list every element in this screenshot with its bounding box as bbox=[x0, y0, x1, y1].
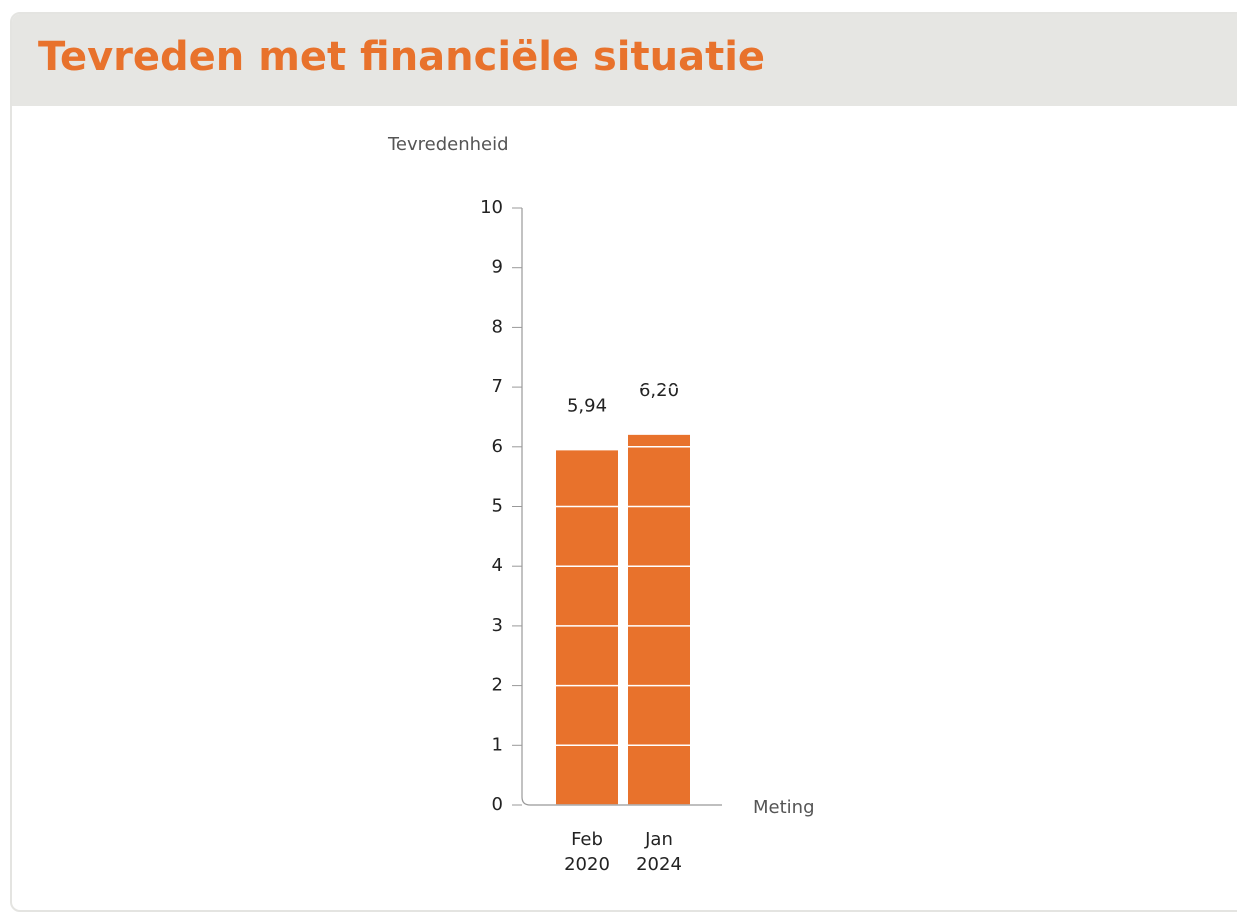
y-tick-label: 6 bbox=[492, 436, 503, 457]
chart-title: Tevreden met financiële situatie bbox=[38, 34, 766, 80]
y-tick-label: 1 bbox=[492, 734, 503, 755]
y-axis-label: Tevredenheid bbox=[387, 134, 509, 155]
y-tick-label: 4 bbox=[492, 555, 503, 576]
card: Tevreden met financiële situatie bbox=[10, 12, 1237, 912]
y-tick-label: 3 bbox=[492, 615, 503, 636]
y-tick-label: 9 bbox=[492, 257, 503, 278]
y-tick-label: 10 bbox=[480, 197, 503, 218]
x-tick-label: Jan 2024 bbox=[636, 829, 682, 875]
y-tick-label: 2 bbox=[492, 675, 503, 696]
y-tick-label: 5 bbox=[492, 496, 503, 517]
x-axis-label: Meting bbox=[753, 797, 815, 818]
data-label: 6,20 bbox=[639, 380, 679, 401]
card-header bbox=[12, 14, 1237, 106]
y-tick-label: 0 bbox=[492, 794, 503, 815]
bar bbox=[556, 450, 618, 805]
axis-line bbox=[521, 208, 722, 806]
y-tick-label: 7 bbox=[492, 376, 503, 397]
data-label: 5,94 bbox=[567, 395, 607, 416]
y-tick-label: 8 bbox=[492, 316, 503, 337]
x-tick-label: Feb 2020 bbox=[564, 829, 610, 875]
bar bbox=[628, 434, 690, 805]
